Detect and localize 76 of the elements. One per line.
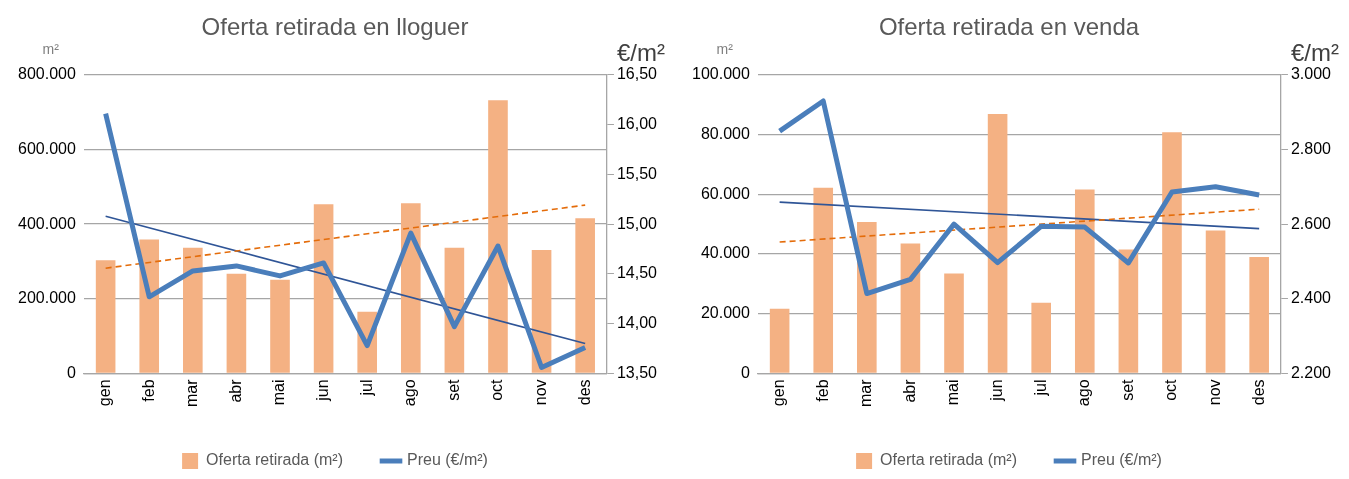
y2-tick-label: 14,00	[616, 314, 658, 332]
x-tick-label: gen	[770, 379, 788, 407]
y-tick-label: 200.000	[17, 289, 76, 307]
y2-tick-label: 15,50	[616, 164, 658, 182]
y-tick-label: 80.000	[700, 124, 750, 142]
y-tick-label: 100.000	[691, 65, 750, 83]
bar	[1074, 189, 1095, 373]
bar	[813, 187, 834, 373]
y2-tick-label: 13,50	[616, 363, 658, 381]
y-tick-label: 800.000	[17, 65, 76, 83]
bar	[900, 243, 921, 373]
bar	[270, 279, 290, 373]
x-tick-label: mar	[857, 378, 875, 408]
x-tick-label: feb	[813, 379, 831, 402]
bar	[226, 273, 247, 373]
y2-tick-label: 2.200	[1290, 363, 1332, 381]
bar	[1031, 302, 1051, 373]
legend-label: Oferta retirada (m²)	[206, 451, 344, 469]
y2-tick-label: 2.400	[1290, 289, 1332, 307]
x-tick-label: jul	[1031, 379, 1049, 397]
x-tick-label: ago	[401, 379, 419, 407]
y2-tick-label: 16,00	[616, 114, 658, 132]
bar	[313, 204, 334, 373]
bar	[1205, 230, 1226, 373]
y2-tick-label: 14,50	[616, 264, 658, 282]
y2-axis-title: €/m²	[1290, 39, 1339, 67]
x-tick-label: nov	[1205, 379, 1223, 406]
chart-title: Oferta retirada en venda	[878, 13, 1140, 41]
x-tick-label: des	[1249, 379, 1267, 406]
bar	[1162, 132, 1182, 373]
x-tick-label: oct	[488, 378, 506, 401]
y-tick-label: 600.000	[17, 139, 76, 157]
bar	[987, 113, 1008, 373]
bar	[769, 308, 790, 373]
x-tick-label: jun	[988, 379, 1006, 402]
y-tick-label: 40.000	[700, 244, 750, 262]
x-tick-label: abr	[226, 378, 244, 403]
y-tick-label: 60.000	[700, 184, 750, 202]
x-tick-label: set	[1118, 378, 1136, 401]
x-tick-label: jun	[314, 379, 332, 402]
bar	[575, 218, 595, 373]
bar	[1118, 249, 1139, 373]
x-tick-label: des	[575, 379, 593, 406]
bar	[400, 203, 421, 373]
x-tick-label: oct	[1162, 378, 1180, 401]
y2-tick-label: 2.600	[1290, 214, 1332, 232]
bar	[944, 273, 964, 373]
bar	[95, 260, 116, 373]
y2-axis-title: €/m²	[616, 39, 665, 67]
bar	[488, 100, 508, 373]
y2-tick-label: 3.000	[1290, 65, 1332, 83]
x-tick-label: gen	[96, 379, 114, 407]
y-tick-label: 0	[740, 363, 750, 381]
x-tick-label: mai	[944, 379, 962, 406]
chart-title: Oferta retirada en lloguer	[201, 13, 469, 41]
x-tick-label: mai	[270, 379, 288, 406]
x-tick-label: nov	[531, 379, 549, 406]
legend-label: Preu (€/m²)	[1081, 451, 1162, 469]
y-tick-label: 20.000	[700, 304, 750, 322]
x-tick-label: jul	[357, 379, 375, 397]
x-tick-label: ago	[1075, 379, 1093, 407]
x-tick-label: set	[444, 378, 462, 401]
x-tick-label: mar	[183, 378, 201, 408]
legend-label: Preu (€/m²)	[407, 451, 488, 469]
y2-tick-label: 16,50	[616, 65, 658, 83]
y2-tick-label: 2.800	[1290, 139, 1332, 157]
bar	[183, 247, 203, 373]
y-tick-label: 400.000	[17, 214, 76, 232]
x-tick-label: abr	[900, 378, 918, 403]
y-axis-title: m²	[42, 40, 60, 57]
bar	[1249, 256, 1269, 373]
y-tick-label: 0	[66, 363, 76, 381]
y2-tick-label: 15,00	[616, 214, 658, 232]
y-axis-title: m²	[716, 40, 734, 57]
x-tick-label: feb	[139, 379, 157, 402]
legend-label: Oferta retirada (m²)	[880, 451, 1018, 469]
